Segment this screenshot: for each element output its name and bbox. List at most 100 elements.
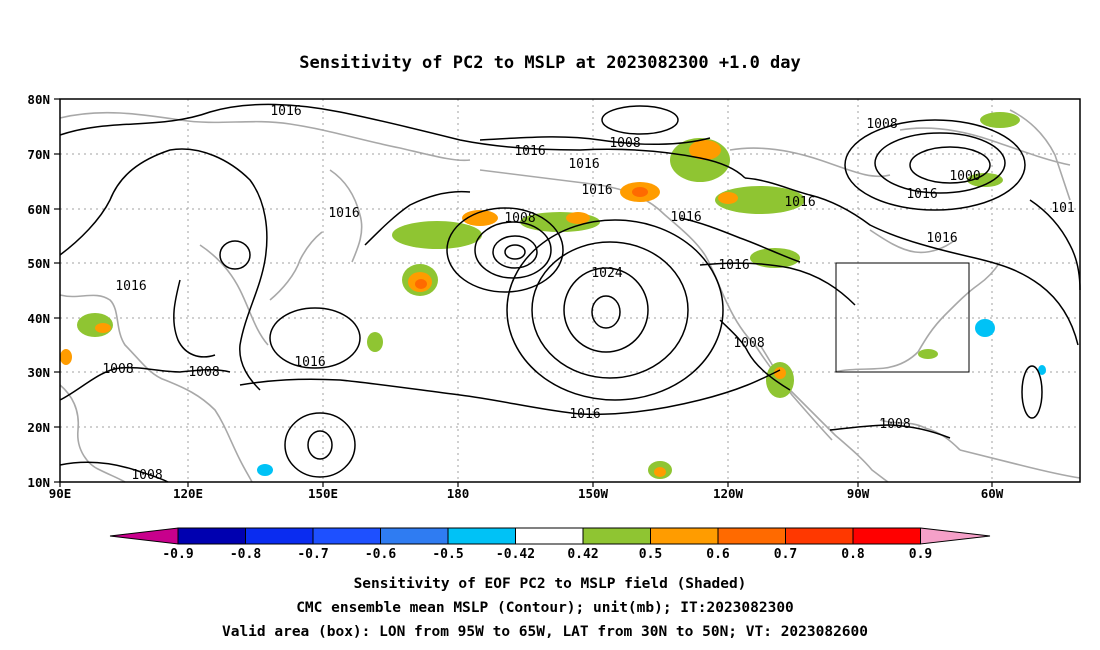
contour-label: 1016 bbox=[115, 279, 146, 294]
contour-1016-east bbox=[744, 177, 1079, 346]
contour-1016-south bbox=[239, 369, 781, 416]
coast-korea-japan bbox=[199, 231, 323, 346]
colorbar-label: -0.8 bbox=[230, 547, 261, 562]
coast-indochina bbox=[59, 384, 126, 483]
shade-patch-aleutian-core bbox=[566, 212, 590, 224]
contour-low-center-2 bbox=[492, 235, 538, 269]
contour-label: 1016 bbox=[294, 355, 325, 370]
contour-1008-sw bbox=[59, 461, 169, 483]
contour-low-center-4 bbox=[446, 207, 564, 293]
shade-patch-atlantic-negative bbox=[975, 319, 995, 337]
shade-patch-labrador bbox=[967, 173, 1003, 187]
lon-label-150w: 150W bbox=[578, 486, 609, 501]
contour-high-center-1 bbox=[591, 295, 621, 329]
colorbar-label: 0.42 bbox=[567, 547, 598, 562]
contour-1008-north bbox=[479, 136, 711, 146]
contour-label: 1016 bbox=[514, 144, 545, 159]
contour-label: 1016 bbox=[270, 104, 301, 119]
shade-patch-yukon-core bbox=[632, 187, 648, 197]
coast-siberia-north bbox=[59, 111, 471, 162]
figure-title: Sensitivity of PC2 to MSLP at 2023082300… bbox=[299, 53, 801, 73]
colorbar-label: 0.5 bbox=[639, 547, 662, 562]
colorbar-swatch bbox=[852, 527, 921, 545]
shade-patch-pacific-negative bbox=[257, 464, 273, 476]
colorbar-swatch bbox=[582, 527, 651, 545]
contour-label: 1016 bbox=[670, 210, 701, 225]
contour-1008-tropics bbox=[829, 424, 951, 439]
colorbar-label: 0.7 bbox=[774, 547, 797, 562]
colorbar-swatch bbox=[447, 527, 516, 545]
colorbar-swatch bbox=[717, 527, 786, 545]
contour-label: 1024 bbox=[591, 266, 622, 281]
contour-label: 1016 bbox=[784, 195, 815, 210]
contour-atlantic-loop bbox=[1021, 365, 1043, 419]
captions: Sensitivity of EOF PC2 to MSLP field (Sh… bbox=[222, 576, 868, 640]
colorbar-label: -0.6 bbox=[365, 547, 396, 562]
shade-patch-north-pacific-core bbox=[462, 210, 498, 226]
contour-arctic-high bbox=[601, 105, 679, 135]
coast-mexico-central bbox=[759, 344, 833, 441]
shade-patch-north-pacific bbox=[392, 221, 482, 249]
contour-label: 1008 bbox=[188, 365, 219, 380]
colorbar-label: -0.9 bbox=[162, 547, 193, 562]
shade-patch-atlantic-negative-2 bbox=[1038, 365, 1046, 375]
lat-label-30n: 30N bbox=[27, 365, 50, 380]
lon-label-150e: 150E bbox=[308, 486, 338, 501]
mslp-contours bbox=[59, 103, 1081, 483]
shade-patch-baja-core bbox=[774, 367, 786, 379]
latitude-axis: 80N 70N 60N 50N 40N 30N 20N 10N bbox=[27, 92, 60, 490]
contour-high-center-3 bbox=[531, 241, 689, 379]
colorbar-swatch bbox=[785, 527, 854, 545]
contour-label: 101 bbox=[1051, 201, 1074, 216]
colorbar-label: 0.8 bbox=[841, 547, 865, 562]
shade-patch-northwest-canada bbox=[715, 186, 805, 214]
lon-label-60w: 60W bbox=[981, 486, 1004, 501]
contour-greenland-low-3 bbox=[844, 119, 1026, 211]
shade-patch-greenland bbox=[980, 112, 1020, 128]
graticule bbox=[60, 99, 1080, 482]
contour-1016-coast bbox=[699, 262, 856, 306]
contour-label: 1008 bbox=[102, 362, 133, 377]
map-frame bbox=[59, 98, 1081, 483]
contour-label: 1008 bbox=[131, 468, 162, 483]
contour-labels: 1016 1008 1016 1016 1016 1008 1016 1016 … bbox=[102, 104, 1074, 483]
colorbar-label: -0.42 bbox=[496, 547, 535, 562]
shade-patch-northwest-canada-core bbox=[718, 192, 738, 204]
contour-high-center-2 bbox=[563, 267, 649, 353]
caption-valid-area: Valid area (box): LON from 95W to 65W, L… bbox=[222, 624, 868, 640]
lon-label-120w: 120W bbox=[713, 486, 744, 501]
contour-low-center-3 bbox=[474, 221, 552, 279]
coast-north-america-east bbox=[917, 261, 1001, 353]
colorbar-swatch bbox=[245, 527, 314, 545]
contour-pacific-low-outer bbox=[284, 412, 356, 478]
lat-label-70n: 70N bbox=[27, 147, 50, 162]
lon-label-120e: 120E bbox=[173, 486, 203, 501]
contour-west-pacific-loop bbox=[269, 307, 361, 369]
contour-label: 1016 bbox=[718, 258, 749, 273]
longitude-axis: 90E 120E 150E 180 150W 120W 90W 60W bbox=[49, 482, 1004, 501]
map-panel: 1016 1008 1016 1016 1016 1008 1016 1016 … bbox=[59, 98, 1081, 483]
coast-arctic-canada bbox=[729, 127, 1071, 178]
contour-label: 1008 bbox=[866, 117, 897, 132]
colorbar-label: 0.9 bbox=[909, 547, 932, 562]
contour-1016-asia-inner bbox=[173, 279, 216, 358]
contour-label: 1008 bbox=[879, 417, 910, 432]
lat-label-20n: 20N bbox=[27, 420, 50, 435]
contour-1016-west bbox=[59, 148, 268, 391]
lat-label-10n: 10N bbox=[27, 475, 50, 490]
lon-label-90w: 90W bbox=[847, 486, 870, 501]
coast-hudson-bay bbox=[869, 229, 956, 254]
colorbar-high-extension bbox=[920, 527, 991, 545]
shade-patch-hawaii-core bbox=[654, 467, 666, 477]
colorbar-low-extension bbox=[109, 527, 179, 545]
contour-label: 1016 bbox=[568, 157, 599, 172]
caption-shading: Sensitivity of EOF PC2 to MSLP field (Sh… bbox=[354, 576, 747, 592]
contour-label: 1016 bbox=[328, 206, 359, 221]
contour-label: 1008 bbox=[504, 211, 535, 226]
contour-greenland-low-1 bbox=[909, 146, 991, 184]
caption-contour: CMC ensemble mean MSLP (Contour); unit(m… bbox=[296, 600, 794, 616]
colorbar-swatch bbox=[312, 527, 381, 545]
contour-label: 1016 bbox=[569, 407, 600, 422]
contour-label: 1008 bbox=[609, 136, 640, 151]
